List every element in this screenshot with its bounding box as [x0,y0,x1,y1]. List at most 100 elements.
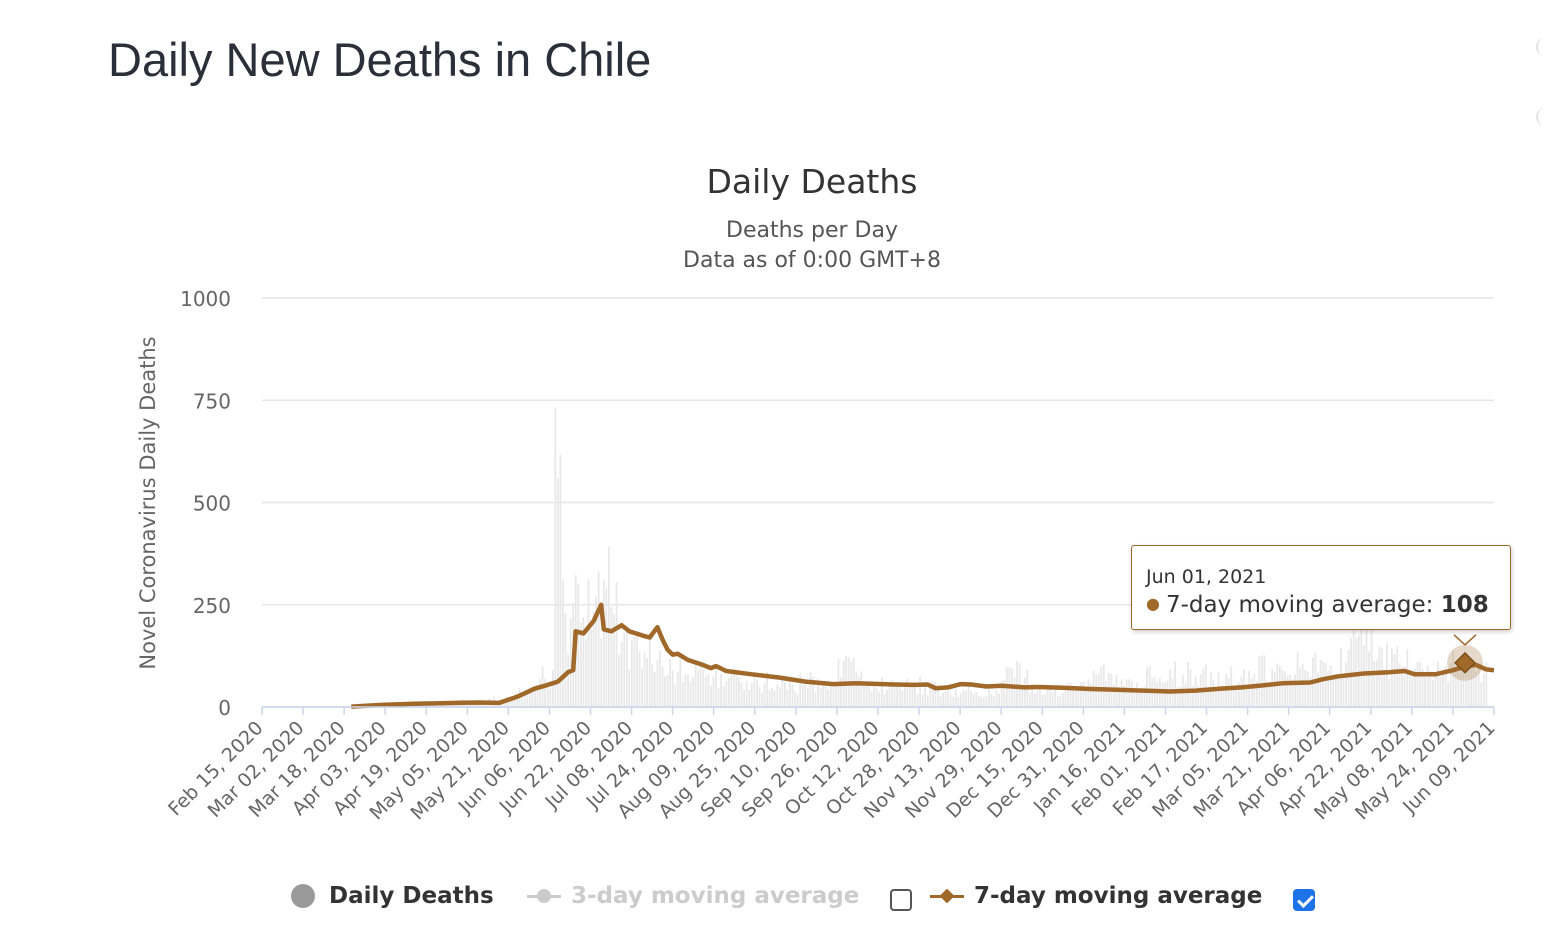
daily-death-bar [704,676,707,707]
daily-death-bar [1136,682,1138,707]
grid-lines [262,297,1494,708]
daily-death-bar [801,684,804,707]
daily-death-bar [511,700,513,707]
daily-death-bar [822,683,825,707]
daily-death-bar [1069,683,1072,707]
daily-death-bar [1100,666,1103,707]
daily-death-bar [1189,669,1192,707]
daily-death-bar [1322,662,1324,707]
daily-death-bar [868,684,870,707]
3-day-average-checkbox[interactable] [890,889,912,911]
daily-death-bar [597,571,600,707]
daily-death-bar [638,651,641,707]
chart-subtitle-2: Data as of 0:00 GMT+8 [683,248,941,273]
daily-death-bar [778,687,781,707]
daily-death-bar [699,666,702,707]
daily-death-bar [1105,681,1108,707]
daily-death-bar [1273,671,1276,707]
daily-death-bar [758,686,761,707]
y-tick-label: 500 [193,492,231,516]
daily-death-bar [1059,696,1062,707]
daily-death-bar [1470,666,1472,707]
daily-death-bar [988,689,990,707]
daily-death-bar [1365,614,1368,707]
daily-death-bar [554,407,557,707]
daily-death-bar [985,696,988,707]
circle-icon [291,884,315,908]
daily-death-bar [602,580,605,707]
legend-item-daily-deaths[interactable]: Daily Deaths [291,878,494,914]
daily-death-bar [1235,689,1238,707]
daily-death-bar [880,677,883,707]
daily-death-bar [1437,661,1439,707]
daily-death-bar [755,679,758,707]
daily-death-bar [750,682,753,707]
tooltip-date: Jun 01, 2021 [1146,566,1267,588]
daily-death-bar [539,679,541,707]
daily-death-bar [661,666,664,707]
daily-death-bar [1161,682,1164,707]
daily-death-bar [717,688,720,707]
daily-death-bar [712,676,715,707]
daily-death-bar [939,696,942,707]
daily-death-bar [771,687,774,707]
daily-death-bar [1329,665,1332,707]
daily-death-bar [1426,665,1429,707]
daily-death-bar [1332,675,1335,707]
daily-death-bar [1023,677,1026,707]
daily-death-bar [630,640,633,707]
daily-death-bar [965,690,967,707]
daily-death-bar [534,689,536,707]
daily-death-bar [1125,679,1128,707]
daily-death-bar [748,689,751,707]
daily-death-bar [819,688,822,707]
daily-death-bar [1347,649,1350,707]
daily-death-bar [1370,627,1373,707]
daily-death-bar [888,683,891,707]
y-tick-label: 250 [193,594,231,618]
daily-death-bar [546,688,549,707]
daily-death-bar [1334,673,1337,707]
daily-death-bar [763,683,766,707]
daily-death-bar [733,668,735,707]
daily-death-bar [1373,660,1375,707]
legend-item-3-day-average[interactable]: 3-day moving average [527,878,859,914]
daily-death-bar [625,629,628,707]
daily-death-bar [557,477,559,707]
daily-death-bar [855,672,858,707]
daily-death-bar [1454,669,1457,707]
legend-item-7-day-average[interactable]: 7-day moving average [930,878,1262,914]
daily-death-bar [1138,689,1141,707]
daily-death-bar [720,673,723,707]
daily-death-bar [636,635,638,707]
daily-death-bar [1113,684,1115,707]
daily-death-bar [1452,650,1455,707]
tooltip-pointer [1453,634,1477,646]
daily-death-bar [1462,656,1465,707]
daily-death-bar [1013,677,1016,707]
daily-death-bar [727,678,730,707]
daily-death-bar [605,588,608,707]
daily-death-bar [1439,677,1442,707]
daily-death-bar [681,681,684,707]
7-day-average-checkbox[interactable] [1293,889,1315,911]
daily-death-bar [1077,690,1080,707]
daily-death-bar [674,684,677,707]
daily-death-bar [1268,682,1271,707]
daily-death-bar [975,692,978,707]
chart-subtitle-1: Deaths per Day [726,218,898,243]
daily-death-bar [740,683,743,707]
daily-death-bar [735,672,738,707]
daily-death-bar [929,686,932,707]
daily-death-bar [1082,681,1085,707]
daily-death-bar [447,704,450,707]
daily-death-bar [743,689,745,707]
daily-death-bar [1482,673,1485,707]
daily-death-bar [513,695,516,707]
daily-death-bar [857,676,860,707]
daily-death-bar [653,672,656,707]
daily-death-bar [1128,679,1131,707]
daily-death-bar [702,668,705,707]
daily-death-bar [1411,674,1414,707]
